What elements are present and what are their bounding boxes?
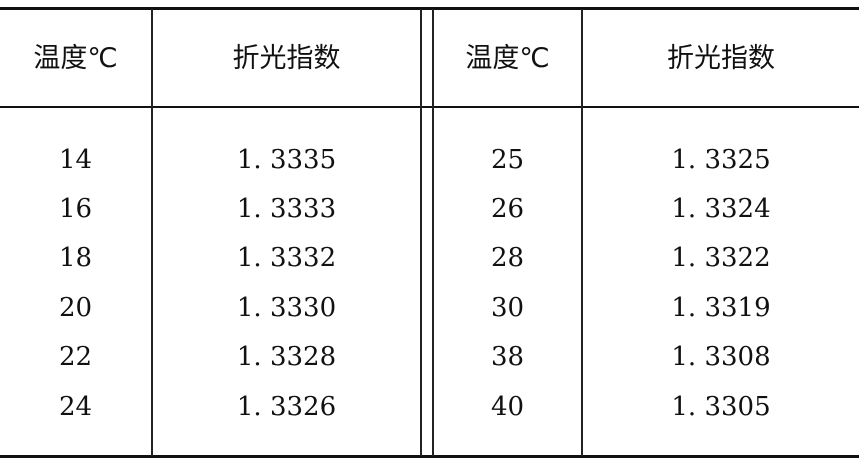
temperature-cell: 18	[58, 243, 93, 273]
header-divider	[0, 106, 859, 108]
temperature-cell: 14	[58, 145, 93, 175]
temperature-cell: 25	[490, 145, 525, 175]
double-divider-left	[420, 9, 422, 456]
refractive-index-cell: 1. 3322	[671, 243, 771, 273]
bottom-border	[0, 455, 859, 458]
refractive-index-cell: 1. 3332	[236, 243, 337, 273]
refractive-index-cell: 1. 3324	[671, 194, 771, 224]
temperature-cell: 22	[58, 342, 93, 372]
temperature-cell: 26	[490, 194, 525, 224]
column-divider	[581, 9, 583, 456]
column-divider	[151, 9, 153, 456]
temperature-cell: 40	[490, 392, 525, 422]
refractive-index-cell: 1. 3305	[671, 392, 771, 422]
header-temperature: 温度℃	[465, 43, 550, 74]
refractive-index-cell: 1. 3328	[236, 342, 337, 372]
refractive-index-cell: 1. 3335	[236, 145, 337, 175]
refractive-index-cell: 1. 3333	[236, 194, 337, 224]
refractive-index-cell: 1. 3330	[236, 293, 337, 323]
temperature-cell: 16	[58, 194, 93, 224]
double-divider-right	[432, 9, 434, 456]
top-border	[0, 7, 859, 10]
refractive-index-cell: 1. 3325	[671, 145, 771, 175]
header-refractive-index: 折光指数	[667, 43, 775, 74]
temperature-cell: 30	[490, 293, 525, 323]
header-refractive-index: 折光指数	[232, 43, 341, 74]
header-temperature: 温度℃	[33, 43, 118, 74]
refractive-index-cell: 1. 3319	[671, 293, 771, 323]
temperature-cell: 24	[58, 392, 93, 422]
refractive-index-cell: 1. 3326	[236, 392, 337, 422]
refractive-index-cell: 1. 3308	[671, 342, 771, 372]
temperature-cell: 38	[490, 342, 525, 372]
temperature-cell: 28	[490, 243, 525, 273]
temperature-cell: 20	[58, 293, 93, 323]
